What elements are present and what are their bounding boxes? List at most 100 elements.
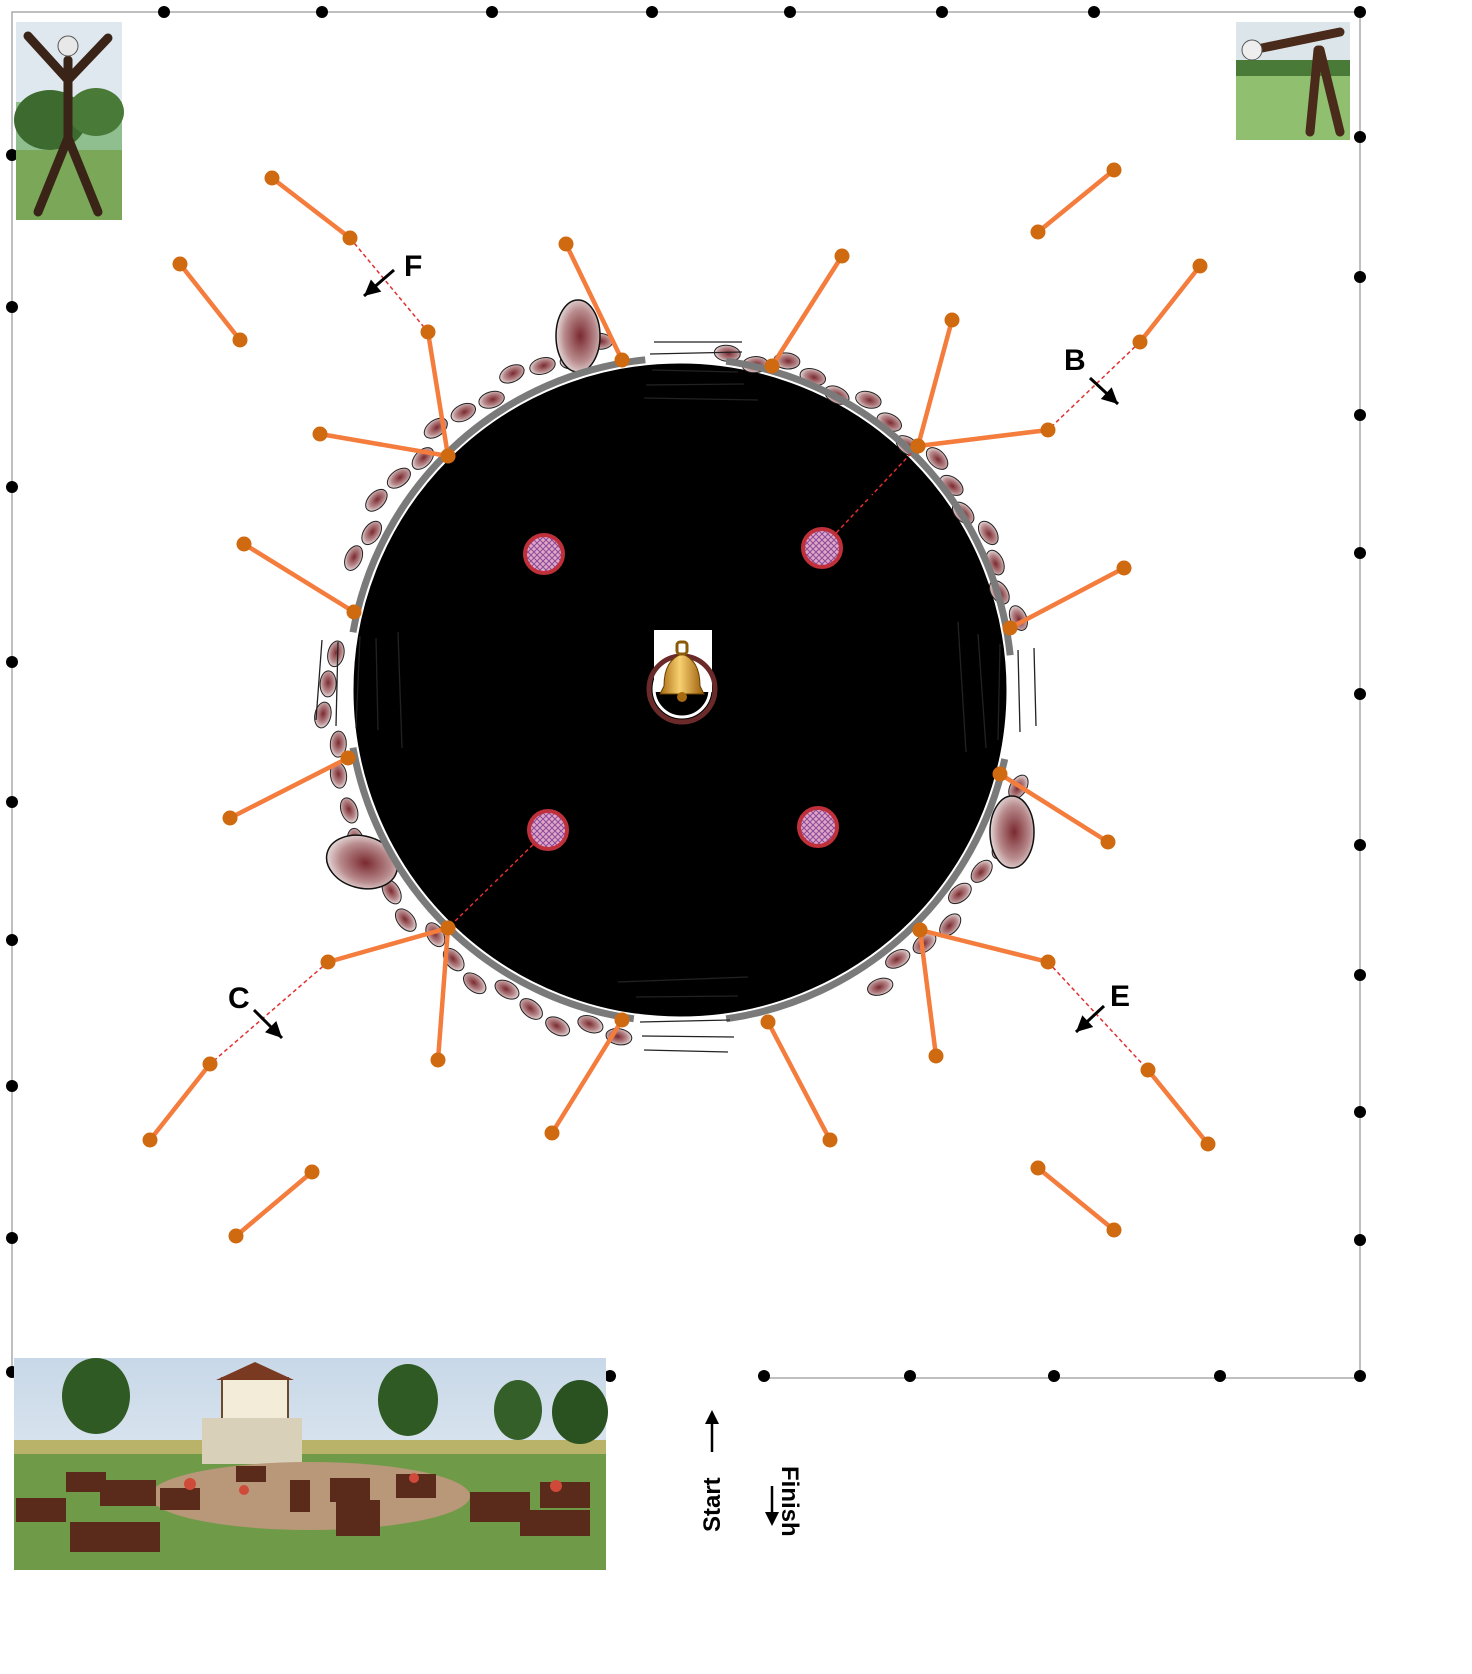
- bell-icon: [646, 630, 718, 725]
- gate-line: [649, 351, 743, 355]
- stone: [386, 467, 411, 489]
- boundary-dot: [936, 6, 948, 18]
- gate-line: [397, 631, 403, 749]
- pole: [420, 324, 456, 464]
- boundary-dot: [1354, 131, 1366, 143]
- stone: [867, 977, 894, 996]
- marker-a: A: [836, 454, 894, 518]
- marker-b: B: [1064, 344, 1120, 406]
- marker-label: E: [1110, 980, 1130, 1013]
- figure-photo-bent-over: [1236, 22, 1350, 140]
- pole: [430, 920, 456, 1068]
- gate-line: [635, 995, 739, 998]
- pole: [142, 1056, 218, 1148]
- connector-line: [1047, 961, 1149, 1071]
- boundary-dot: [486, 6, 498, 18]
- arrow-head: [495, 886, 512, 904]
- marker-label: B: [1064, 344, 1086, 377]
- gate-line: [355, 635, 361, 729]
- boundary-dot: [1354, 969, 1366, 981]
- connector-line: [1047, 341, 1141, 431]
- stone: [361, 520, 383, 546]
- stone: [977, 520, 999, 546]
- boundary-dot: [158, 6, 170, 18]
- pole: [558, 236, 630, 368]
- gate-line: [617, 976, 749, 983]
- svg-text:Start: Start: [699, 1477, 726, 1532]
- pole: [228, 1164, 320, 1244]
- target: [527, 809, 569, 851]
- boundary-dot: [1354, 271, 1366, 283]
- boundary-dot: [1214, 1370, 1226, 1382]
- boundary-dot: [1354, 839, 1366, 851]
- marker-label: F: [404, 250, 422, 283]
- pole: [1030, 1160, 1122, 1238]
- marker-label: C: [228, 982, 250, 1015]
- target: [797, 806, 839, 848]
- boundary-dot: [604, 1370, 616, 1382]
- connector-line: [209, 961, 329, 1065]
- pole: [544, 1012, 630, 1141]
- pole: [1030, 162, 1122, 240]
- rim-arc: [725, 758, 1009, 1023]
- boundary-dot: [316, 6, 328, 18]
- stone: [494, 979, 520, 1000]
- gate-line: [1017, 649, 1021, 733]
- marker-d: D: [460, 846, 514, 906]
- stone: [948, 882, 972, 905]
- boundary-dot: [1354, 1370, 1366, 1382]
- marker-label: A: [836, 454, 858, 487]
- stone: [344, 545, 364, 571]
- stone: [319, 670, 337, 698]
- entry-gates: [315, 341, 1037, 1053]
- boundary-dot: [6, 934, 18, 946]
- arrow-head: [1076, 1015, 1094, 1032]
- stone: [394, 908, 417, 932]
- boundary-dot: [6, 481, 18, 493]
- boundary-dot: [1354, 409, 1366, 421]
- course-panorama-photo: [14, 1358, 608, 1570]
- marker-c: C: [228, 982, 284, 1040]
- boundary-dot: [1048, 1370, 1060, 1382]
- gate-line: [641, 1035, 735, 1038]
- gate-line: [643, 1049, 729, 1053]
- stone: [339, 797, 359, 824]
- finish-label: Finish: [765, 1466, 803, 1537]
- pole: [760, 1014, 838, 1148]
- boundary-dot: [784, 6, 796, 18]
- boundary-dot: [1354, 547, 1366, 559]
- gate-line: [315, 639, 323, 721]
- stone: [478, 390, 505, 409]
- gate-line: [639, 1019, 731, 1023]
- arrow-head: [874, 499, 892, 516]
- pole-obstacles: [142, 162, 1216, 1244]
- svg-text:Finish: Finish: [776, 1466, 803, 1537]
- boulder: [325, 834, 399, 890]
- stone: [365, 488, 388, 512]
- marker-label: D: [460, 846, 482, 879]
- boundary-dot: [1354, 688, 1366, 700]
- boundary-dot: [6, 796, 18, 808]
- pole: [912, 922, 1056, 970]
- boundary-dot: [904, 1370, 916, 1382]
- stone: [925, 447, 949, 470]
- pole: [172, 256, 248, 348]
- pole: [236, 536, 362, 620]
- gate-line: [651, 369, 739, 373]
- stone: [499, 364, 525, 384]
- boundary-dot: [6, 149, 18, 161]
- stone: [855, 390, 882, 409]
- target: [801, 527, 843, 569]
- boundary-dot: [1354, 1234, 1366, 1246]
- rim-arc: [725, 357, 1014, 656]
- marker-e: E: [1074, 980, 1130, 1034]
- stone: [329, 730, 347, 758]
- stone: [327, 640, 345, 668]
- pole: [264, 170, 358, 246]
- boundary-dot: [1354, 6, 1366, 18]
- pole: [764, 248, 850, 374]
- pole: [312, 426, 456, 464]
- gate-line: [997, 643, 1001, 741]
- pole: [222, 750, 356, 826]
- boundary-dot: [1088, 6, 1100, 18]
